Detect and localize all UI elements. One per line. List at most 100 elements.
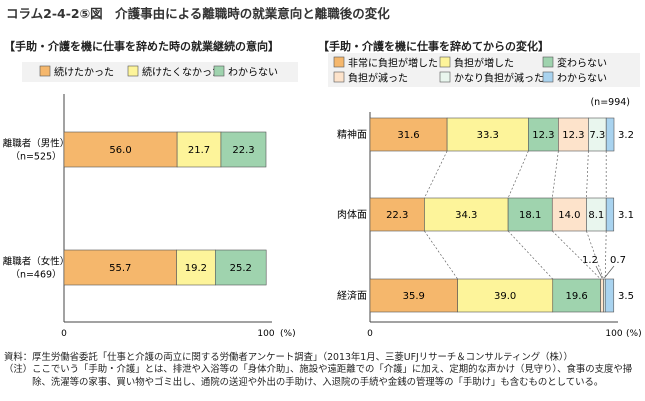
data-label-1-3: 22.3 [232, 145, 254, 156]
data-label-2-2: 19.2 [185, 263, 207, 274]
legend-swatch-6 [542, 71, 554, 83]
connector-line-1-4 [586, 150, 589, 199]
data-label-2-6: 3.1 [618, 210, 634, 221]
legend-swatch-1 [39, 65, 51, 77]
category-label-2-line-2: （n=469） [10, 269, 61, 281]
connector-line-2-5 [604, 230, 607, 280]
data-label-2-3: 18.1 [519, 210, 541, 221]
data-label-3-5: 0.7 [610, 255, 626, 266]
legend-swatch-4 [333, 71, 345, 83]
bar-segment-3-3 [552, 278, 601, 313]
bar-segment-1-3 [220, 131, 267, 168]
data-label-2-5: 8.1 [588, 210, 604, 221]
data-label-2-1: 55.7 [109, 263, 131, 274]
callout-line-3-5 [604, 265, 615, 279]
legend-label-1: 非常に負担が増した [348, 57, 438, 70]
data-label-1-4: 12.3 [562, 130, 584, 141]
connector-line-2-4 [586, 230, 604, 280]
data-label-1-3: 12.3 [532, 130, 554, 141]
category-label-1-line-2: （n=525） [10, 151, 61, 163]
legend-background [328, 53, 640, 87]
bar-segment-2-4 [551, 197, 587, 232]
data-label-1-5: 7.3 [589, 130, 605, 141]
legend-label-2: 負担が増した [454, 57, 514, 70]
bar-segment-2-6 [605, 197, 615, 232]
connector-line-2-1 [424, 230, 458, 280]
x-tick-0: 0 [367, 329, 373, 339]
legend-label-6: わからない [557, 73, 607, 85]
category-label-2-line-1: 離職者（女性） [3, 256, 70, 268]
bar-segment-1-2 [446, 117, 529, 152]
sample-size-label: (n=994) [590, 97, 630, 108]
data-label-1-1: 56.0 [109, 145, 131, 156]
bar-segment-3-1 [369, 278, 458, 313]
data-label-1-2: 33.3 [477, 130, 499, 141]
legend-swatch-2 [127, 65, 139, 77]
source-note-label: 資料： [4, 352, 33, 363]
bar-segment-2-2 [176, 249, 216, 286]
data-label-2-4: 14.0 [558, 210, 580, 221]
bar-segment-1-1 [63, 131, 178, 168]
data-label-2-2: 34.3 [455, 210, 477, 221]
legend-label-2: 続けたくなかった [142, 66, 222, 79]
data-label-2-3: 25.2 [230, 263, 252, 274]
bar-segment-2-3 [214, 249, 267, 286]
category-label-2: 肉体面 [337, 208, 367, 221]
explanatory-note-label: （注） [4, 364, 33, 376]
legend-label-5: かなり負担が減った [454, 72, 544, 85]
bar-segment-1-1 [369, 117, 448, 152]
legend-label-3: 変わらない [557, 57, 607, 70]
right-panel-title: 【手助・介護を機に仕事を辞めてからの変化】 [318, 40, 549, 53]
source-note-text: 厚生労働省委託「仕事と介護の両立に関する労働者アンケート調査」（2013年1月、… [32, 352, 573, 363]
explanatory-note-text: ここでいう「手助・介護」とは、排泄や入浴等の「身体介助」、施設や遠距離での「介護… [32, 364, 633, 388]
connector-line-1-1 [424, 150, 448, 199]
data-label-3-3: 19.6 [566, 291, 588, 302]
data-label-3-4: 1.2 [582, 255, 598, 266]
legend-swatch-3 [542, 56, 554, 68]
category-label-1: 精神面 [337, 128, 367, 141]
callout-line-3-4 [595, 265, 603, 279]
data-label-3-6: 3.5 [618, 291, 634, 302]
x-tick-0: 0 [61, 329, 67, 339]
figure-title: コラム2-4-2⑤図 介護事由による離職時の就業意向と離職後の変化 [6, 6, 390, 21]
x-unit-label: (%) [280, 329, 296, 339]
legend-swatch-1 [333, 56, 345, 68]
data-label-1-6: 3.2 [618, 130, 634, 141]
connector-line-1-2 [507, 150, 529, 199]
bar-segment-3-2 [457, 278, 554, 313]
data-label-1-2: 21.7 [188, 145, 210, 156]
left-chart: 続けたかった 続けたくなかった わからない 0 100 (%) 離職者（男性）（n=525）… [3, 62, 298, 339]
legend-background [22, 62, 298, 82]
data-label-3-1: 35.9 [403, 291, 425, 302]
notes: 資料： 厚生労働省委託「仕事と介護の両立に関する労働者アンケート調査」（2013… [4, 352, 640, 389]
data-label-2-1: 22.3 [386, 210, 408, 221]
explanatory-note: （注） ここでいう「手助・介護」とは、排泄や入浴等の「身体介助」、施設や遠距離で… [4, 364, 640, 389]
x-unit-label: (%) [626, 329, 642, 339]
legend-label-3: わからない [228, 67, 278, 79]
source-note: 資料： 厚生労働省委託「仕事と介護の両立に関する労働者アンケート調査」（2013… [4, 352, 640, 364]
bar-segment-1-3 [528, 117, 559, 152]
category-label-3: 経済面 [337, 289, 367, 302]
legend-label-4: 負担が減った [348, 72, 408, 85]
bar-segment-3-6 [604, 278, 615, 313]
connector-line-2-2 [507, 230, 554, 280]
x-tick-100: 100 [257, 329, 274, 339]
connector-line-1-3 [551, 150, 559, 199]
left-panel-title: 【手助・介護を機に仕事を辞めた時の就業継続の意向】 [4, 40, 279, 53]
bar-segment-1-2 [176, 131, 222, 168]
data-label-3-2: 39.0 [494, 291, 516, 302]
connector-line-2-3 [552, 230, 601, 280]
legend-swatch-2 [439, 56, 451, 68]
bar-segment-3-4 [600, 278, 604, 313]
category-label-1-line-1: 離職者（男性） [3, 138, 70, 150]
bar-segment-1-6 [605, 117, 615, 152]
bar-segment-1-4 [558, 117, 589, 152]
bar-segment-2-1 [63, 249, 177, 286]
legend-swatch-5 [439, 71, 451, 83]
legend-label-1: 続けたかった [54, 66, 114, 79]
legend-swatch-3 [213, 65, 225, 77]
data-label-1-1: 31.6 [397, 130, 419, 141]
bar-segment-2-1 [369, 197, 425, 232]
x-tick-100: 100 [605, 329, 622, 339]
